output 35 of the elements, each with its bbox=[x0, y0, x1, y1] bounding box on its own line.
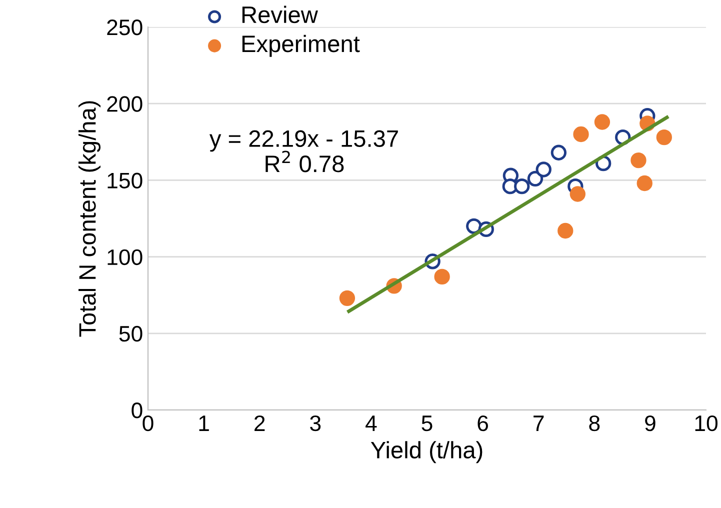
x-tick-label: 2 bbox=[254, 415, 265, 431]
point bbox=[550, 144, 567, 160]
y-tick-label: 50 bbox=[119, 326, 142, 342]
legend-label: Experiment bbox=[242, 34, 360, 57]
y-tick-label: 150 bbox=[108, 172, 142, 188]
x-tick-label: 9 bbox=[645, 415, 656, 432]
point bbox=[536, 162, 552, 178]
point bbox=[570, 186, 586, 202]
point bbox=[656, 129, 672, 146]
x-tick-label: 4 bbox=[366, 416, 377, 431]
annotation: y = 22.19x - 15.37 R$^{2}$ 0.78 bbox=[209, 130, 398, 172]
x-tick-label: 6 bbox=[478, 415, 488, 432]
y-tick-label: 0 bbox=[132, 402, 142, 418]
point bbox=[514, 178, 530, 194]
point bbox=[630, 152, 646, 168]
y-axis-title: Total N content (kg/ha) bbox=[78, 101, 101, 337]
x-tick-label: 0 bbox=[142, 415, 154, 432]
legend-label: Review bbox=[242, 6, 318, 24]
x-tick-label: 5 bbox=[422, 416, 432, 432]
point bbox=[339, 290, 356, 306]
point bbox=[558, 222, 574, 239]
point bbox=[527, 170, 544, 187]
x-axis-title: Yield (t/ha) bbox=[370, 441, 482, 464]
x-tick-label: 10 bbox=[695, 415, 718, 432]
point bbox=[594, 114, 610, 130]
y-tick-label: 100 bbox=[108, 249, 142, 266]
x-tick-label: 1 bbox=[199, 416, 209, 431]
point bbox=[434, 268, 450, 285]
y-tick-label: 200 bbox=[107, 96, 142, 112]
point bbox=[636, 175, 652, 192]
point bbox=[573, 126, 589, 142]
x-tick-label: 3 bbox=[310, 415, 321, 432]
y-tick-label: 250 bbox=[107, 20, 142, 36]
x-tick-label: 7 bbox=[534, 416, 544, 431]
x-tick-label: 8 bbox=[589, 415, 600, 432]
